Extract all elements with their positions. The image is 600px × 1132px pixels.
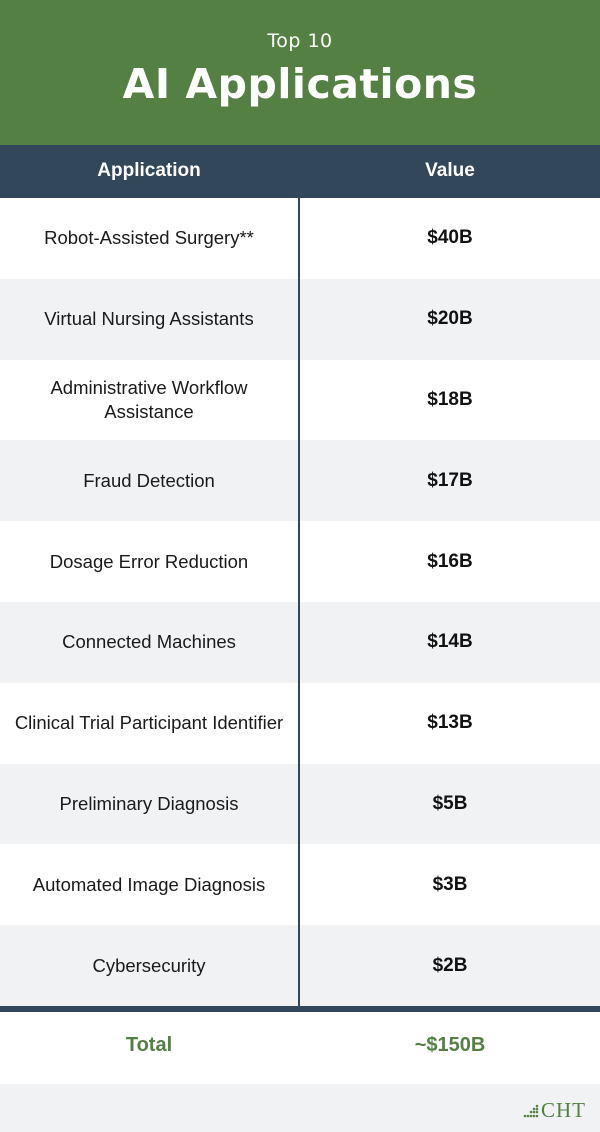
column-header-application: Application xyxy=(97,160,201,181)
application-cell: Virtual Nursing Assistants xyxy=(44,308,254,330)
value-cell: $40B xyxy=(427,227,473,249)
value-cell: $17B xyxy=(427,469,473,491)
column-header-value: Value xyxy=(425,160,475,181)
table-header: Application Value xyxy=(0,145,600,198)
table-row: Automated Image Diagnosis $3B xyxy=(0,844,600,925)
application-cell: Preliminary Diagnosis xyxy=(59,792,239,814)
table-row: Cybersecurity $2B xyxy=(0,925,600,1006)
column-divider xyxy=(298,198,300,1006)
application-cell: Cybersecurity xyxy=(92,954,206,976)
subtitle: Top 10 xyxy=(267,30,333,52)
application-cell: Clinical Trial Participant Identifier xyxy=(14,712,284,734)
application-cell: Administrative Workflow Assistance xyxy=(50,376,248,422)
value-cell: $5B xyxy=(432,792,468,814)
application-cell: Robot-Assisted Surgery** xyxy=(44,227,254,249)
value-cell: $16B xyxy=(427,550,473,572)
page-title: AI Applications xyxy=(122,60,478,108)
table-row: Connected Machines $14B xyxy=(0,601,600,683)
value-cell: $14B xyxy=(427,631,473,653)
table-row: Robot-Assisted Surgery** $40B xyxy=(0,198,600,279)
application-cell: Automated Image Diagnosis xyxy=(32,873,266,895)
table-row: Dosage Error Reduction $16B xyxy=(0,521,600,602)
table-row: Administrative Workflow Assistance $18B xyxy=(0,360,600,441)
total-row: Total ~$150B xyxy=(0,1012,600,1084)
table-body: Robot-Assisted Surgery** $40B Virtual Nurs… xyxy=(0,198,600,1006)
value-cell: $18B xyxy=(427,388,473,410)
table-row: Clinical Trial Participant Identifier $13… xyxy=(0,683,600,764)
table-row: Preliminary Diagnosis $5B xyxy=(0,763,600,845)
value-cell: $3B xyxy=(432,873,468,895)
application-cell: Dosage Error Reduction xyxy=(49,550,249,572)
dots-triangle-icon xyxy=(523,1104,539,1117)
logo-text: CHT xyxy=(541,1098,586,1122)
table-row: Virtual Nursing Assistants $20B xyxy=(0,278,600,360)
application-cell: Connected Machines xyxy=(62,631,236,653)
logo: CHT xyxy=(523,1098,586,1123)
total-value: ~$150B xyxy=(414,1034,486,1056)
total-label: Total xyxy=(125,1034,173,1056)
application-cell: Fraud Detection xyxy=(83,469,215,491)
value-cell: $20B xyxy=(427,308,473,330)
table-row: Fraud Detection $17B xyxy=(0,440,600,522)
value-cell: $13B xyxy=(427,712,473,734)
total-separator xyxy=(0,1006,600,1012)
footer: CHT xyxy=(0,1084,600,1132)
value-cell: $2B xyxy=(432,954,468,976)
header-banner: Top 10 AI Applications xyxy=(0,0,600,145)
